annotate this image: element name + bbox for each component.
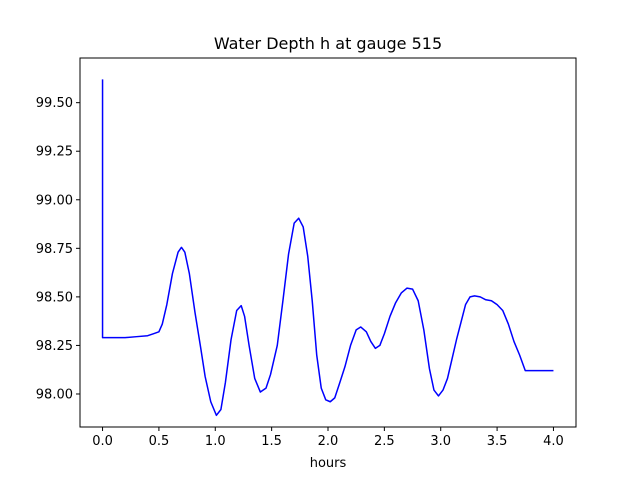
chart-title: Water Depth h at gauge 515 — [214, 34, 442, 53]
y-tick-label: 99.25 — [36, 145, 73, 160]
y-tick-label: 98.00 — [36, 387, 73, 402]
y-tick-label: 98.50 — [36, 290, 73, 305]
series-line-0 — [101, 79, 554, 417]
x-tick-label: 2.0 — [318, 434, 339, 449]
y-tick-label: 99.50 — [36, 96, 73, 111]
y-tick-label: 99.00 — [36, 193, 73, 208]
y-tick-label: 98.25 — [36, 339, 73, 354]
x-tick-label: 3.5 — [487, 434, 508, 449]
x-tick-label: 3.0 — [430, 434, 451, 449]
x-tick-label: 1.5 — [261, 434, 282, 449]
x-tick-label: 0.5 — [149, 434, 170, 449]
x-tick-label: 4.0 — [543, 434, 564, 449]
x-tick-label: 1.0 — [205, 434, 226, 449]
x-tick-label: 0.0 — [92, 434, 113, 449]
x-axis-label: hours — [310, 456, 347, 471]
y-tick-label: 98.75 — [36, 242, 73, 257]
x-tick-label: 2.5 — [374, 434, 395, 449]
plot-area-frame — [79, 57, 577, 428]
